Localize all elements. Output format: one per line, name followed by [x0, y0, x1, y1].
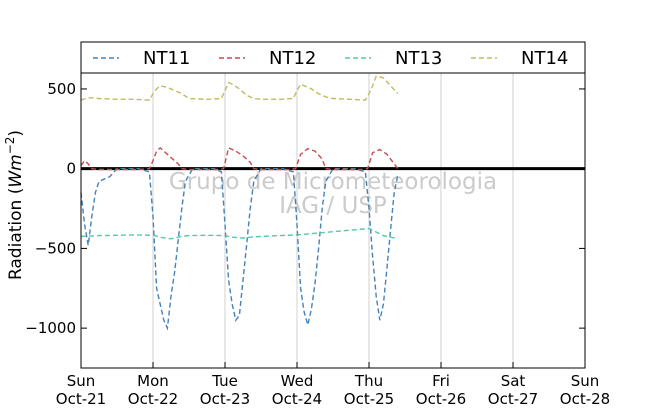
legend-label-nt14: NT14 [521, 48, 568, 69]
x-axis: SunOct-21MonOct-22TueOct-23WedOct-24ThuO… [56, 362, 610, 408]
watermark: Grupo de Micrometeorologia IAG / USP [169, 169, 497, 219]
x-tick-label-date-0: Oct-21 [56, 390, 106, 408]
x-tick-label-day-5: Fri [432, 372, 450, 390]
series-line-nt13 [80, 227, 398, 240]
legend-label-nt13: NT13 [395, 48, 442, 69]
x-tick-label-date-6: Oct-27 [488, 390, 538, 408]
y-tick-label-3: −1000 [25, 319, 76, 337]
series-line-nt12 [80, 146, 399, 171]
plot-frame [80, 72, 586, 369]
series-lines [80, 75, 399, 331]
x-tick-label-date-3: Oct-24 [272, 390, 322, 408]
x-tick-label-date-5: Oct-26 [416, 390, 466, 408]
grid-lines [152, 73, 514, 368]
x-tick-label-day-4: Thu [354, 372, 383, 390]
legend: NT11 NT12 NT13 NT14 [80, 41, 586, 74]
legend-box [80, 41, 586, 74]
x-tick-label-day-7: Sun [571, 372, 600, 390]
x-tick-label-date-2: Oct-23 [200, 390, 250, 408]
x-tick-label-day-2: Tue [211, 372, 238, 390]
x-tick-label-date-1: Oct-22 [128, 390, 178, 408]
y-axis-label: Radiation (Wm−2) [3, 130, 26, 280]
x-tick-label-date-4: Oct-25 [344, 390, 394, 408]
y-tick-label-2: −500 [35, 239, 76, 257]
x-tick-label-date-7: Oct-28 [560, 390, 610, 408]
legend-label-nt12: NT12 [269, 48, 316, 69]
series-line-nt14 [80, 75, 399, 101]
x-tick-label-day-1: Mon [137, 372, 169, 390]
watermark-line-2: IAG / USP [279, 193, 387, 219]
legend-label-nt11: NT11 [143, 48, 190, 69]
y-axis: 500 0 −500 −1000 [25, 80, 585, 337]
x-tick-label-day-3: Wed [281, 372, 314, 390]
x-tick-label-day-0: Sun [67, 372, 96, 390]
y-tick-label-1: 0 [66, 160, 76, 178]
y-tick-label-0: 500 [47, 80, 76, 98]
x-tick-label-day-6: Sat [501, 372, 526, 390]
series-line-nt11 [80, 167, 399, 331]
watermark-line-1: Grupo de Micrometeorologia [169, 169, 497, 195]
